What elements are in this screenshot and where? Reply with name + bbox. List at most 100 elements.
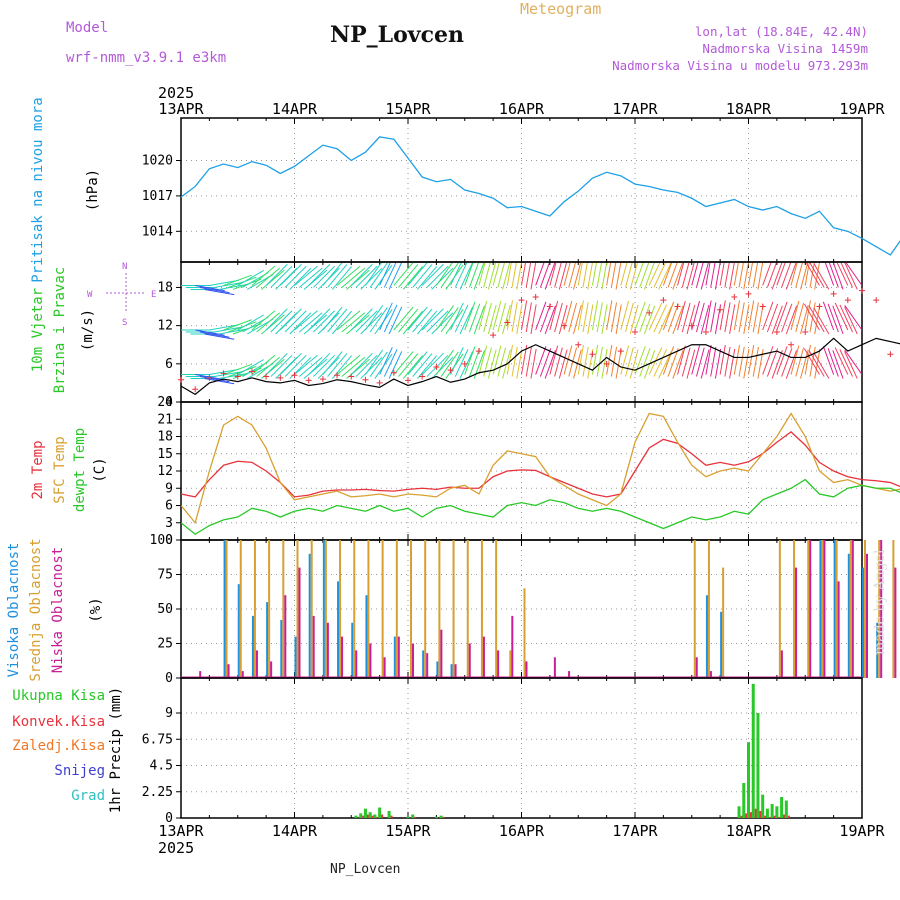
temp2m-line [180, 431, 900, 498]
wind-arrow [327, 353, 348, 377]
wind-arrow [781, 263, 792, 288]
mid-cloud-bar [864, 540, 866, 678]
wind-arrow [766, 263, 777, 288]
wind-arrow [596, 302, 603, 333]
wind-arrow [591, 300, 599, 331]
wind-arrow [355, 265, 378, 288]
wind-arrow [554, 263, 562, 288]
high-cloud-bar [280, 620, 283, 678]
wind-arrow [464, 263, 474, 286]
precip-conv-bar [783, 814, 786, 818]
top-date-label: 13APR [158, 100, 204, 118]
wind-arrow [303, 269, 328, 290]
wind-arrow [785, 263, 797, 290]
wind-arrow [365, 263, 382, 286]
gust-marker [745, 290, 752, 297]
wind-arrow [639, 303, 651, 333]
low-cloud-bar [553, 657, 556, 678]
wind-arrow [549, 263, 557, 286]
mid-cloud-label: Srednja Oblacnost [28, 538, 44, 681]
mid-cloud-bar [495, 540, 498, 678]
y-tick-label: 25 [157, 637, 173, 652]
wind-arrow [705, 300, 712, 331]
y-tick-label: 0 [165, 395, 173, 410]
wind-arrow [511, 263, 517, 288]
mid-cloud-bar [395, 540, 398, 678]
wind-arrow [776, 263, 786, 286]
wind-arrow [525, 346, 532, 377]
gust-marker [263, 373, 270, 380]
wind-arrow [303, 358, 328, 379]
bottom-date-label: 14APR [272, 822, 318, 840]
wind-arrow [279, 263, 302, 286]
y-tick-label: 1017 [142, 189, 173, 204]
wind-arrow [497, 263, 505, 288]
precip-legend-label: Zaledj.Kisa [12, 738, 105, 754]
wind-arrow [336, 354, 361, 375]
gust-marker [433, 364, 440, 370]
wind-arrow [729, 348, 736, 379]
wind-arrow [695, 347, 705, 377]
wind-arrow [237, 270, 264, 286]
wind-arrow [710, 263, 716, 288]
wind-arrow [487, 349, 497, 379]
wind-arrow [535, 346, 547, 375]
wind-arrow [369, 263, 388, 288]
y-tick-label: 12 [157, 319, 173, 334]
low-cloud-bar [809, 540, 812, 678]
wind-arrow [279, 308, 302, 331]
wind-arrow [832, 305, 844, 335]
bottom-date-label: 18APR [726, 822, 772, 840]
wind-arrow [530, 304, 537, 335]
meteogram-label: Meteogram [520, 0, 602, 18]
wind-arrow [558, 304, 568, 335]
wind-arrow [341, 267, 366, 288]
wind-arrow [738, 263, 744, 288]
wind-arrow [256, 312, 280, 333]
wind-arrow [402, 355, 423, 379]
wind-arrow [402, 310, 423, 335]
wind-arrow [289, 267, 312, 290]
bottom-date-label: 19APR [839, 822, 885, 840]
high-cloud-bar [847, 553, 850, 678]
y-tick-label: 0 [165, 533, 173, 548]
gust-marker [334, 372, 341, 379]
wind-title-label-2: Brzina i Pravac [52, 267, 68, 393]
gust-marker [561, 322, 568, 329]
precip-conv-bar [390, 815, 393, 818]
sfc-temp-label: SFC Temp [52, 436, 68, 503]
wind-arrow [804, 344, 811, 375]
wind-arrow [459, 351, 474, 379]
wind-arrow [341, 356, 366, 377]
wind-arrow [284, 354, 307, 377]
wind-arrow [554, 302, 563, 333]
wind-arrow [365, 305, 384, 331]
wind-arrow [544, 263, 556, 290]
wind-arrow [606, 300, 613, 331]
wind-arrow [700, 349, 710, 379]
low-cloud-bar [880, 540, 883, 678]
wind-arrow [521, 263, 526, 286]
gust-marker [376, 379, 383, 386]
wind-arrow [776, 346, 788, 375]
wind-arrow [350, 308, 373, 331]
wind-arrow [591, 263, 597, 286]
panel-3: 0 3 6 9 12 15 18 21 24 [157, 395, 900, 548]
wind-arrow [407, 351, 428, 375]
wind-arrow [365, 349, 384, 375]
high-cloud-bar [422, 650, 425, 678]
wind-arrow [658, 263, 672, 290]
wind-arrow [393, 263, 414, 286]
precip-legend-label: Konvek.Kisa [12, 714, 105, 730]
compass-n: N [122, 262, 127, 272]
wind-arrow [308, 352, 331, 375]
wind-arrow [421, 308, 444, 331]
wind-arrow [729, 263, 735, 290]
wind-arrow [478, 263, 486, 286]
precip-conv-bar [362, 815, 365, 818]
wind-arrow [454, 349, 469, 377]
wind-arrow [464, 346, 476, 375]
wind-arrow [634, 301, 646, 331]
low-cloud-bar [241, 671, 244, 678]
